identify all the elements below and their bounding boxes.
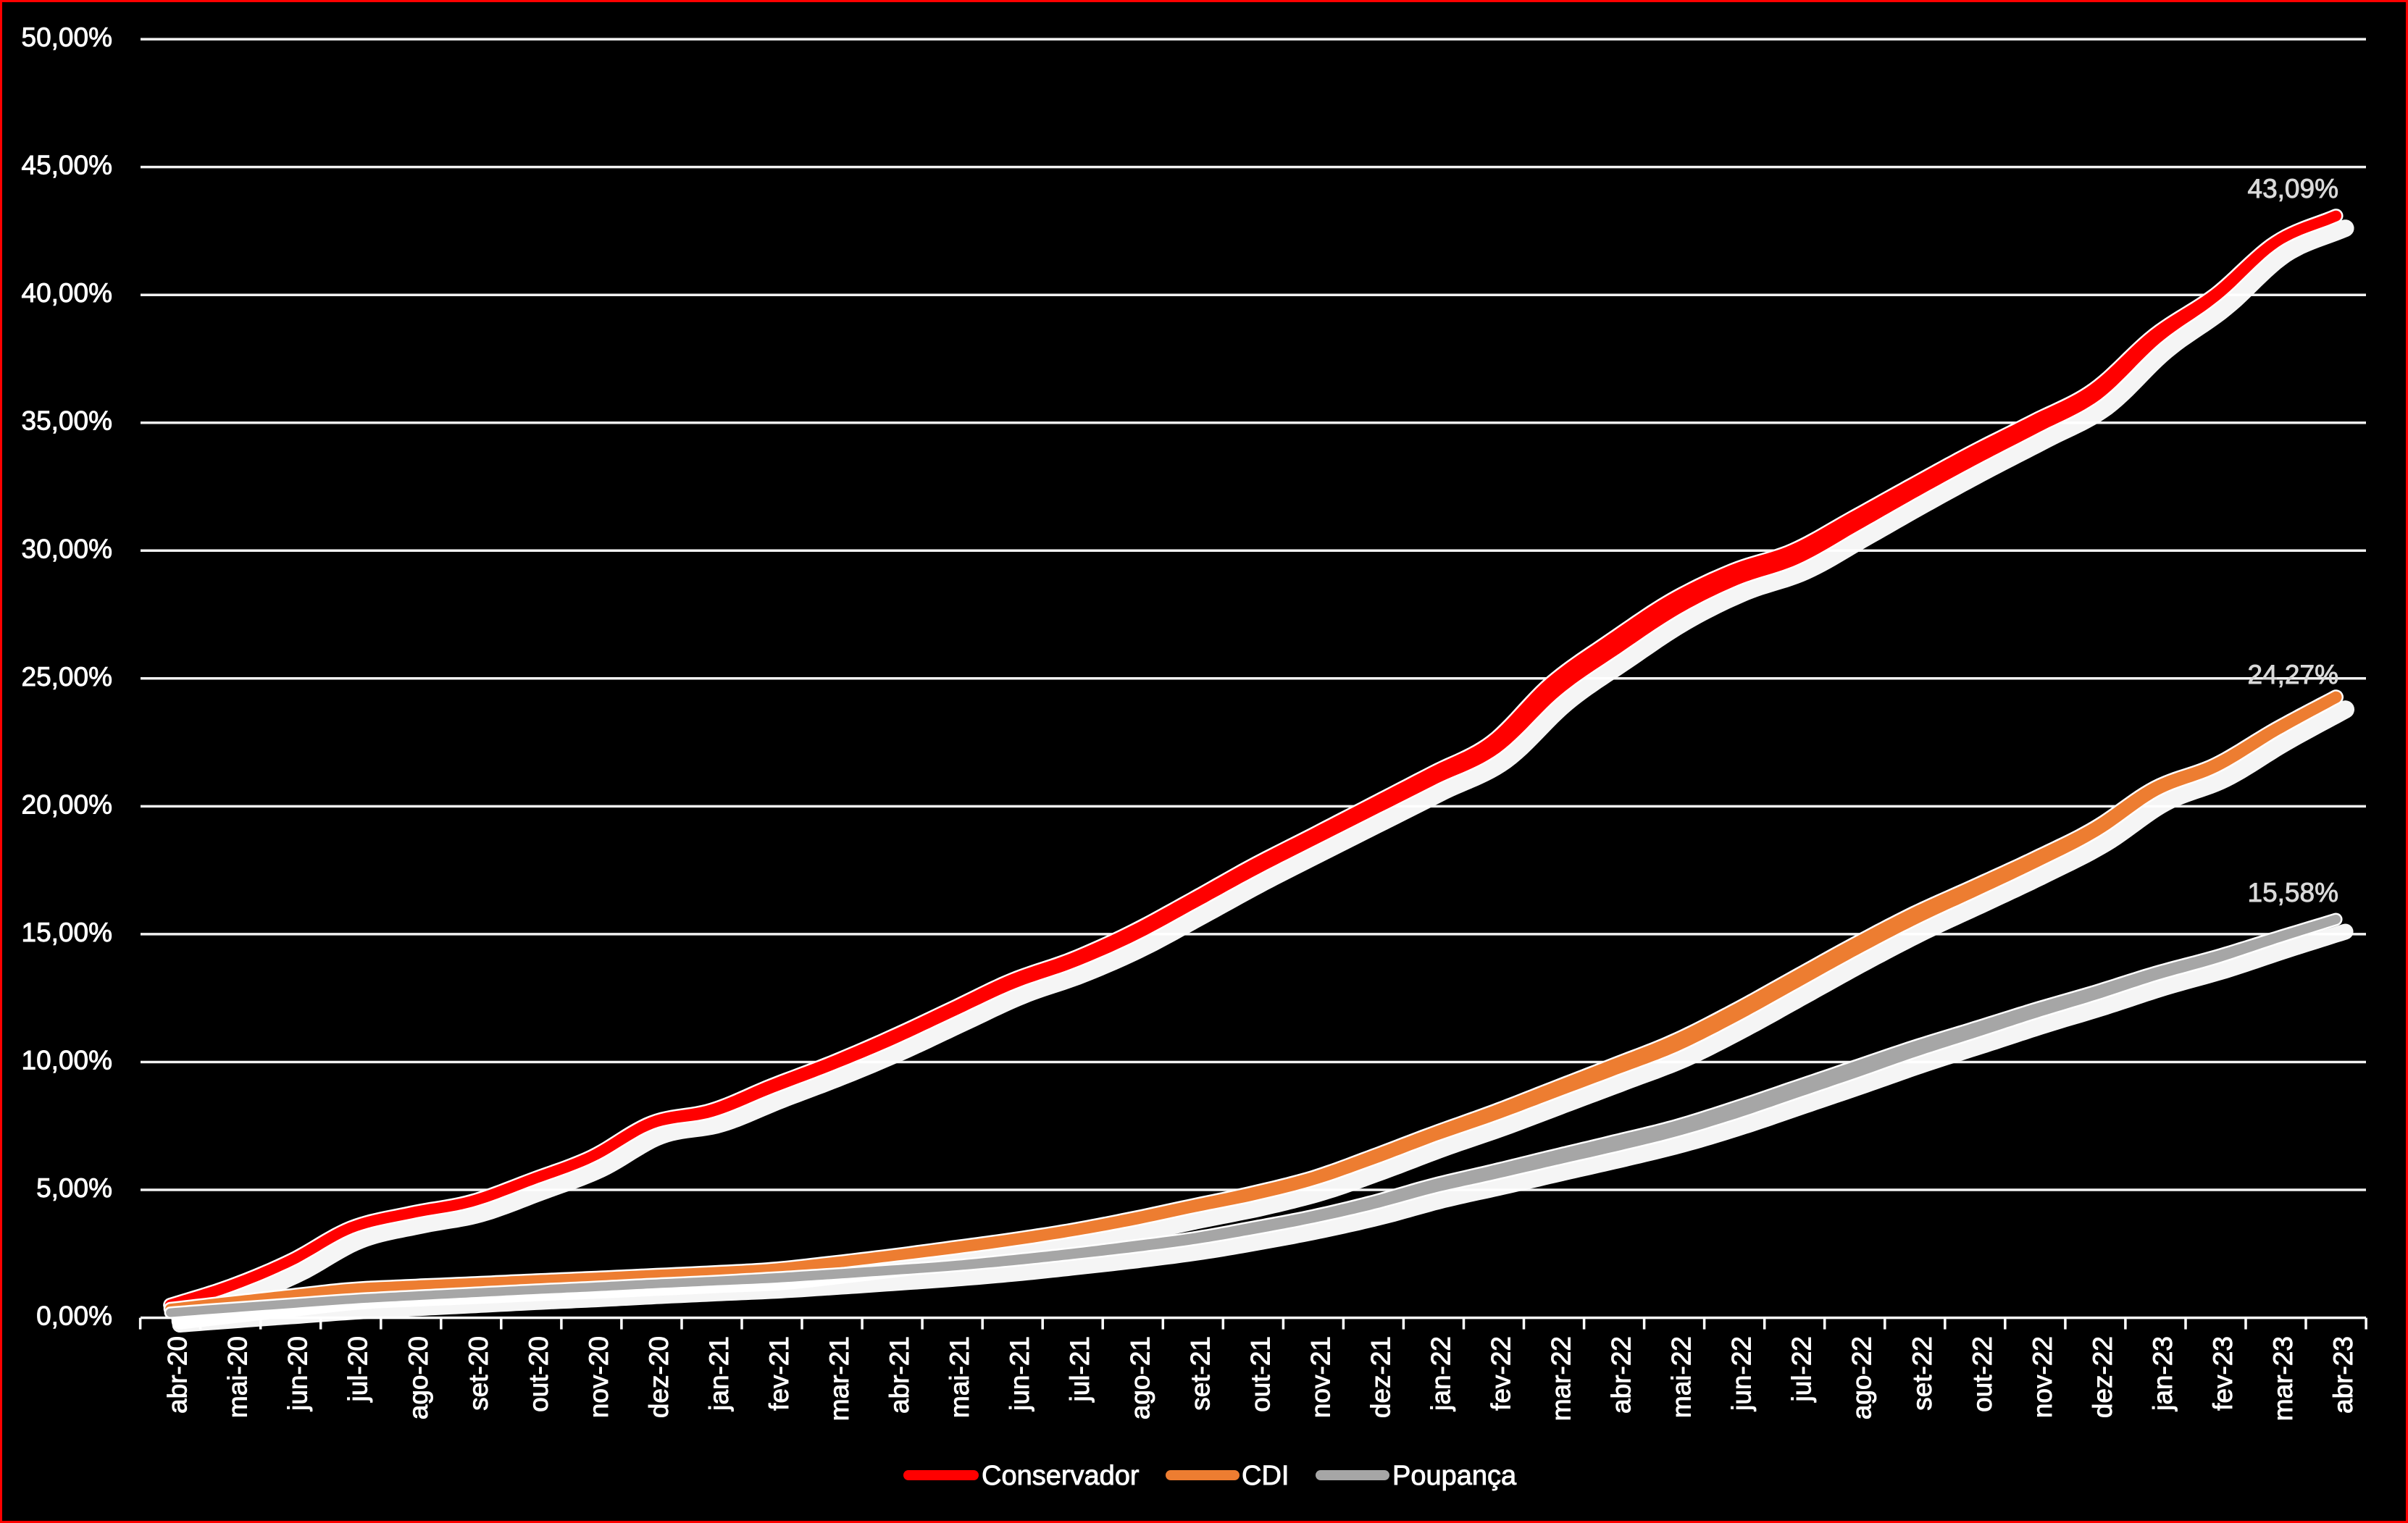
svg-text:nov-22: nov-22 (2028, 1336, 2057, 1418)
svg-text:out-22: out-22 (1968, 1336, 1997, 1412)
svg-text:mai-22: mai-22 (1667, 1336, 1697, 1418)
svg-text:45,00%: 45,00% (22, 151, 113, 180)
svg-text:5,00%: 5,00% (36, 1173, 112, 1203)
svg-text:35,00%: 35,00% (22, 406, 113, 436)
svg-text:dez-22: dez-22 (2088, 1336, 2118, 1418)
svg-text:abr-20: abr-20 (163, 1336, 193, 1414)
svg-text:ago-21: ago-21 (1125, 1336, 1155, 1419)
svg-text:30,00%: 30,00% (22, 534, 113, 563)
svg-text:10,00%: 10,00% (22, 1046, 113, 1075)
svg-text:15,58%: 15,58% (2248, 878, 2339, 907)
svg-text:mar-23: mar-23 (2268, 1336, 2298, 1421)
svg-text:out-21: out-21 (1245, 1336, 1275, 1412)
svg-text:out-20: out-20 (524, 1336, 553, 1412)
svg-text:abr-22: abr-22 (1607, 1336, 1636, 1414)
svg-text:jul-21: jul-21 (1065, 1336, 1095, 1403)
svg-text:25,00%: 25,00% (22, 662, 113, 692)
svg-text:ago-22: ago-22 (1847, 1336, 1877, 1419)
svg-text:jun-21: jun-21 (1005, 1336, 1034, 1411)
svg-text:jan-22: jan-22 (1426, 1336, 1456, 1411)
svg-text:jul-22: jul-22 (1787, 1336, 1817, 1403)
svg-text:fev-23: fev-23 (2208, 1336, 2238, 1411)
svg-text:24,27%: 24,27% (2248, 660, 2339, 689)
svg-text:Conservador: Conservador (982, 1461, 1140, 1491)
svg-text:abr-23: abr-23 (2328, 1336, 2358, 1414)
svg-text:Poupança: Poupança (1392, 1461, 1517, 1491)
svg-text:15,00%: 15,00% (22, 918, 113, 947)
svg-text:fev-22: fev-22 (1487, 1336, 1516, 1411)
svg-text:50,00%: 50,00% (22, 22, 113, 52)
svg-text:mai-21: mai-21 (945, 1336, 974, 1418)
svg-text:mai-20: mai-20 (223, 1336, 253, 1418)
svg-text:dez-21: dez-21 (1366, 1336, 1395, 1418)
svg-text:jan-23: jan-23 (2148, 1336, 2178, 1411)
svg-text:nov-20: nov-20 (584, 1336, 614, 1418)
svg-text:set-21: set-21 (1185, 1336, 1215, 1411)
svg-text:jun-22: jun-22 (1727, 1336, 1757, 1411)
svg-text:40,00%: 40,00% (22, 278, 113, 308)
svg-text:ago-20: ago-20 (404, 1336, 433, 1419)
svg-text:jan-21: jan-21 (704, 1336, 734, 1411)
svg-text:43,09%: 43,09% (2248, 174, 2339, 204)
svg-text:jul-20: jul-20 (343, 1336, 373, 1403)
svg-text:jun-20: jun-20 (283, 1336, 313, 1411)
svg-text:abr-21: abr-21 (885, 1336, 914, 1414)
svg-text:nov-21: nov-21 (1305, 1336, 1335, 1418)
svg-text:mar-22: mar-22 (1547, 1336, 1576, 1421)
svg-text:CDI: CDI (1242, 1461, 1289, 1491)
svg-text:set-20: set-20 (464, 1336, 493, 1411)
svg-text:mar-21: mar-21 (824, 1336, 854, 1421)
svg-text:set-22: set-22 (1907, 1336, 1937, 1411)
svg-text:fev-21: fev-21 (764, 1336, 794, 1411)
svg-text:dez-20: dez-20 (644, 1336, 674, 1418)
svg-text:20,00%: 20,00% (22, 789, 113, 819)
svg-text:0,00%: 0,00% (36, 1301, 112, 1331)
